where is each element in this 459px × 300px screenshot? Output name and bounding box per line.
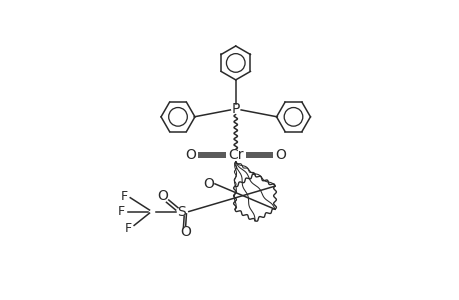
Text: F: F xyxy=(118,205,125,218)
Text: Cr: Cr xyxy=(228,148,243,162)
Text: O: O xyxy=(185,148,196,162)
Text: F: F xyxy=(124,222,131,235)
Text: P: P xyxy=(231,102,240,116)
Text: O: O xyxy=(275,148,286,162)
Text: O: O xyxy=(180,225,191,239)
Text: F: F xyxy=(120,190,128,203)
Text: O: O xyxy=(203,177,214,191)
Text: O: O xyxy=(157,189,168,203)
Text: S: S xyxy=(177,205,186,219)
